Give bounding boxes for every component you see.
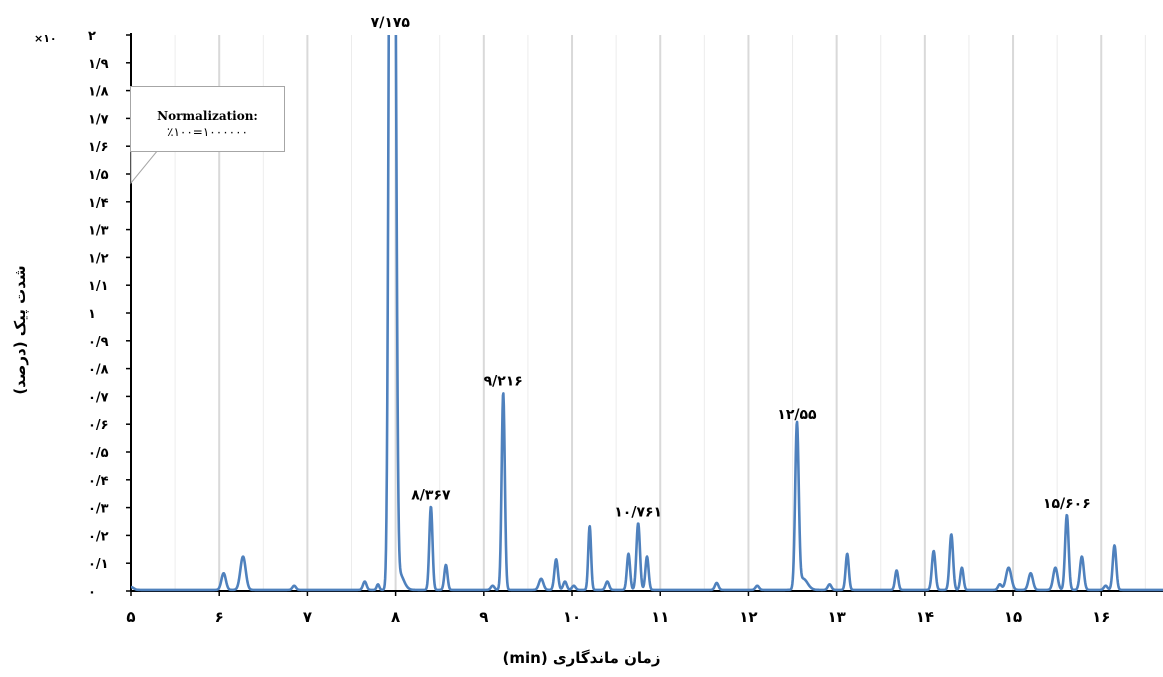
y-tick-label: ۱/۷	[88, 112, 109, 127]
peak-label: ۱۲/۵۵	[777, 407, 817, 423]
x-tick-label: ۵	[126, 608, 135, 626]
x-tick-label: ۱۳	[827, 608, 845, 626]
x-tick-label: ۱۵	[1004, 608, 1022, 626]
peak-annotations: ۷/۱۷۵ ۸/۳۶۷ ۹/۲۱۶ ۱۰/۷۶۱ ۱۲/۵۵ ۱۵/۶۰۶	[371, 15, 1091, 520]
normalization-title: Normalization:	[157, 109, 258, 123]
peak-label: ۹/۲۱۶	[484, 374, 523, 390]
y-tick-label: ۰/۲	[88, 529, 109, 544]
peak-label: ۱۵/۶۰۶	[1043, 496, 1091, 512]
y-tick-label: ۰/۴	[88, 474, 109, 489]
y-tick-label: ۱/۸	[88, 85, 109, 100]
y-tick-label: ۰/۸	[88, 363, 109, 378]
normalization-callout-pointer	[130, 149, 160, 185]
x-tick-label: ۷	[303, 608, 312, 626]
y-tick-label: ۰/۷	[88, 390, 109, 405]
x-tick-label: ۱۶	[1092, 608, 1110, 626]
y-tick-label: ۱/۶	[88, 140, 109, 155]
normalization-value: ٪۱۰۰=۱۰۰۰۰۰۰	[167, 125, 248, 139]
y-tick-label: ۰/۱	[88, 557, 109, 572]
y-tick-label: ۱/۹	[88, 57, 109, 72]
x-axis-title: زمان ماندگاری (min)	[502, 649, 661, 667]
x-tick-label: ۶	[215, 608, 224, 626]
y-tick-label: ۲	[88, 29, 96, 44]
normalization-box: Normalization: ٪۱۰۰=۱۰۰۰۰۰۰	[130, 86, 285, 152]
y-tick-label: ۰/۵	[88, 446, 109, 461]
peak-label: ۸/۳۶۷	[411, 488, 451, 504]
y-tick-label: ۱	[88, 307, 96, 322]
chromatogram-line	[131, 35, 1163, 592]
y-scale-factor: ×۱۰	[34, 32, 57, 45]
y-tick-label: ۱/۴	[88, 196, 109, 211]
y-tick-label: ۰/۹	[88, 335, 109, 350]
x-tick-label: ۹	[479, 608, 488, 626]
y-tick-label: ۱/۱	[88, 279, 109, 294]
y-tick-label: ۱/۵	[88, 168, 109, 183]
tick-labels: ۰ ۰/۱ ۰/۲ ۰/۳ ۰/۴ ۰/۵ ۰/۶ ۰/۷ ۰/۸ ۰/۹ ۱ ۱/۱ ۱/۲ ۱/۳ ۱/…	[88, 29, 1110, 626]
y-tick-label: ۰/۶	[88, 418, 109, 433]
chromatogram-series	[131, 35, 1163, 592]
y-axis-title: شدت پیک (درصد)	[11, 265, 29, 395]
y-tick-label: ۰/۳	[88, 502, 109, 517]
x-tick-label: ۱۲	[739, 608, 757, 626]
y-tick-label: ۰	[88, 585, 96, 600]
peak-label: ۷/۱۷۵	[371, 15, 411, 31]
x-tick-label: ۱۰	[563, 608, 581, 626]
peak-label: ۱۰/۷۶۱	[614, 504, 662, 520]
x-tick-label: ۸	[391, 608, 400, 626]
y-tick-label: ۱/۲	[88, 251, 109, 266]
x-tick-label: ۱۴	[916, 608, 934, 626]
x-tick-label: ۱۱	[651, 608, 669, 626]
y-axis-title-wrap: شدت پیک (درصد)	[2, 200, 38, 460]
y-tick-label: ۱/۳	[88, 224, 109, 239]
callout-pointer	[130, 149, 160, 185]
